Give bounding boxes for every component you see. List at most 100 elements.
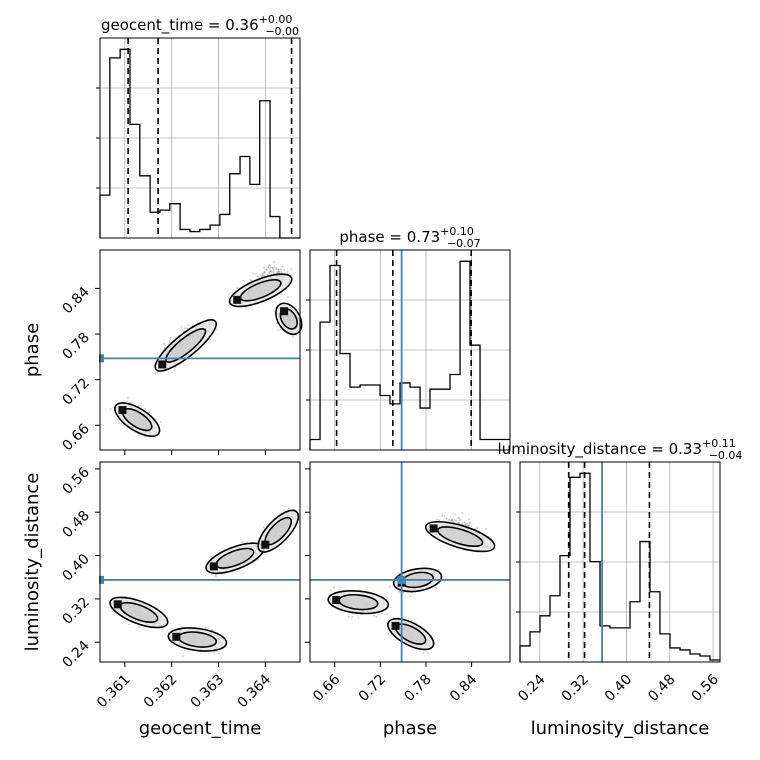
sample-point	[452, 520, 455, 523]
sample-point	[386, 613, 389, 616]
sample-point	[128, 623, 130, 626]
sample-point	[187, 323, 190, 326]
sample-point	[469, 521, 471, 524]
xtick-label-phase-0: 0.66	[310, 671, 343, 704]
panel-luminosity_distance_vs_phase-frame	[309, 461, 511, 663]
sample-point	[272, 268, 275, 271]
title-label-phase: phase = 0.73	[339, 228, 440, 246]
sample-point	[245, 307, 248, 310]
hist-panel-phase-frame	[309, 249, 511, 451]
contour-phase_vs_geocent_time-1-1	[165, 328, 207, 363]
sample-point	[271, 268, 274, 270]
sample-point	[256, 558, 259, 561]
panel-title-phase: phase = 0.73+0.10 −0.07	[339, 225, 480, 250]
sample-point	[184, 327, 186, 330]
sample-point	[277, 270, 280, 273]
sample-point	[181, 655, 184, 658]
density-peak-phase_vs_geocent_time-0	[118, 406, 127, 415]
sample-point	[286, 296, 289, 299]
sample-point	[290, 274, 293, 277]
sample-point	[468, 522, 470, 524]
xtick-label-geocent_time-2: 0.363	[188, 672, 228, 712]
ytick-label-phase-1: 0.72	[59, 375, 92, 408]
truth-marker-luminosity_distance_vs_geocent_time	[99, 575, 104, 584]
sample-point	[445, 517, 448, 520]
sample-point	[451, 519, 453, 522]
density-peak-phase_vs_geocent_time-3	[280, 307, 289, 316]
density-peak-luminosity_distance_vs_phase-3	[391, 621, 400, 630]
sample-point	[347, 615, 350, 618]
truth-marker-phase_vs_geocent_time	[99, 354, 104, 363]
sample-point	[215, 575, 217, 577]
sample-point	[266, 273, 269, 276]
sample-point	[275, 267, 278, 270]
xtick-label-luminosity_distance-0: 0.24	[515, 671, 548, 704]
sample-point	[270, 269, 273, 272]
title-plus-luminosity_distance: +0.11	[702, 437, 736, 450]
sample-point	[445, 517, 448, 520]
sample-point	[388, 585, 391, 588]
sample-point	[375, 616, 378, 618]
sample-point	[280, 271, 283, 273]
title-minus-luminosity_distance: −0.04	[709, 449, 743, 462]
sample-point	[277, 329, 280, 331]
sample-point	[263, 266, 266, 269]
xtick-label-geocent_time-1: 0.362	[141, 672, 181, 712]
sample-point	[256, 275, 259, 278]
sample-point	[333, 586, 335, 589]
sample-point	[268, 267, 271, 270]
sample-point	[255, 272, 257, 275]
sample-point	[217, 652, 220, 655]
sample-point	[251, 272, 254, 275]
sample-point	[357, 616, 360, 619]
sample-point	[372, 614, 375, 617]
sample-point	[387, 633, 389, 635]
sample-point	[278, 271, 281, 274]
panel-title-luminosity_distance: luminosity_distance = 0.33+0.11 −0.04	[498, 437, 743, 462]
sample-point	[262, 271, 265, 274]
sample-point	[464, 522, 467, 525]
sample-point	[267, 265, 270, 268]
density-peak-luminosity_distance_vs_geocent_time-3	[261, 540, 270, 549]
sample-point	[271, 266, 274, 269]
sample-point	[470, 525, 473, 528]
sample-point	[288, 507, 291, 510]
sample-point	[467, 525, 470, 528]
xlabel-phase: phase	[383, 718, 437, 739]
sample-point	[139, 405, 142, 407]
sample-point	[275, 268, 278, 271]
sample-point	[137, 626, 140, 628]
sample-point	[407, 617, 410, 620]
density-peak-luminosity_distance_vs_phase-0	[332, 595, 341, 604]
sample-point	[458, 519, 461, 522]
sample-point	[269, 266, 272, 269]
sample-point	[351, 615, 354, 618]
sample-point	[173, 369, 176, 372]
sample-point	[485, 527, 488, 530]
sample-point	[461, 512, 463, 514]
sample-point	[466, 522, 468, 525]
sample-point	[278, 270, 281, 273]
sample-point	[426, 651, 429, 654]
sample-point	[451, 519, 454, 522]
sample-point	[268, 264, 271, 267]
sample-point	[476, 527, 478, 530]
sample-point	[276, 270, 279, 273]
sample-point	[459, 518, 462, 521]
xtick-label-luminosity_distance-3: 0.48	[645, 672, 678, 705]
sample-point	[467, 518, 470, 521]
sample-point	[269, 270, 272, 273]
ytick-label-luminosity_distance-4: 0.56	[59, 464, 92, 497]
density-peak-luminosity_distance_vs_geocent_time-0	[113, 600, 122, 609]
sample-point	[169, 341, 171, 344]
sample-point	[454, 513, 457, 516]
sample-point	[273, 261, 276, 263]
sample-point	[330, 589, 333, 592]
sample-point	[280, 292, 283, 295]
panels	[95, 37, 721, 667]
sample-point	[156, 371, 159, 374]
sample-point	[397, 590, 400, 593]
sample-point	[265, 269, 268, 271]
sample-point	[261, 273, 264, 276]
